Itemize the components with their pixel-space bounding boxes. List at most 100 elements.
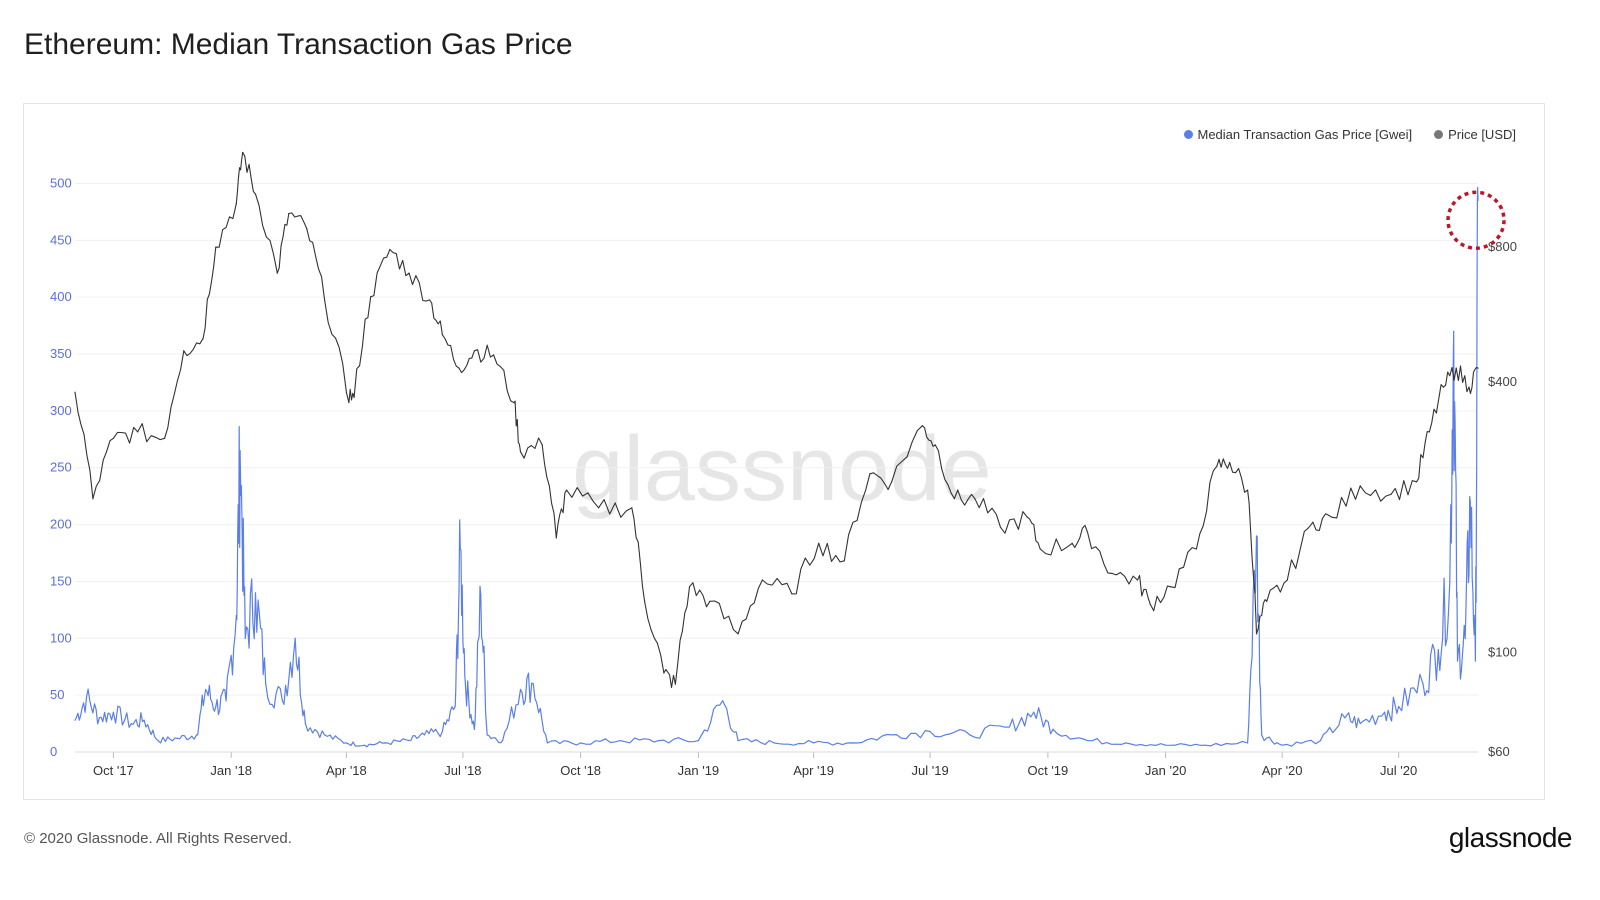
left-tick-label: 450 [50,232,72,247]
price-point [1312,521,1314,523]
gas-point [254,592,257,594]
gas-point [215,705,217,708]
gas-point [345,742,347,744]
gas-point [1165,744,1167,746]
gas-point [1086,740,1089,742]
gas-point [196,734,198,736]
gas-point [1359,722,1361,725]
gas-point [891,734,893,736]
gas-point [1437,649,1439,651]
x-tick-label: Jul '18 [444,763,481,778]
price-point [1229,461,1231,464]
gas-point [1474,660,1477,662]
price-point [288,212,290,215]
highlight-circle [1446,190,1506,250]
legend-dot-price [1434,130,1444,139]
gas-point [324,734,326,736]
gas-point [441,730,443,733]
gas-point [1204,744,1206,746]
gas-point [619,740,621,742]
price-point [1216,465,1218,467]
price-point [519,451,522,453]
gas-point [1052,728,1054,730]
price-point [353,396,355,398]
gas-point [85,696,88,699]
left-tick-label: 50 [50,687,64,702]
gas-point [486,734,488,736]
x-tick-label: Jul '20 [1380,763,1417,778]
left-tick-label: 200 [50,517,72,532]
left-tick-label: 350 [50,346,72,361]
price-point [1149,603,1151,605]
price-point [791,593,793,595]
gas-point [1319,740,1322,742]
price-point [555,537,557,539]
left-axis: 0 50 100 150 200 250 300 350 400 450 500 [50,175,72,759]
gas-point [1398,705,1400,708]
price-point [1026,516,1029,518]
price-point [389,248,391,251]
price-point [1170,586,1172,588]
gas-point [546,742,548,744]
left-tick-label: 100 [50,630,72,645]
gas-point [204,688,207,691]
gas-point [1261,734,1263,736]
price-point [761,579,764,581]
left-tick-label: 400 [50,289,72,304]
gas-point [697,740,700,742]
gas-point [519,688,522,691]
gas-point [1422,683,1424,685]
legend-item-price[interactable]: Price [USD] [1434,127,1516,142]
price-point [974,498,976,500]
gas-point [851,742,853,744]
price-point [953,498,956,500]
price-point [164,437,166,439]
x-tick-label: Oct '19 [1027,763,1068,778]
right-tick-label: $60 [1488,744,1510,759]
gas-point [239,450,241,452]
gas-point [363,744,365,746]
price-point [345,391,347,393]
price-point [408,272,410,274]
price-point [428,299,431,301]
price-point [1111,572,1113,574]
gas-point [423,734,426,736]
series-layer [74,151,1479,748]
legend-item-gas[interactable]: Median Transaction Gas Price [Gwei] [1183,127,1413,142]
gas-point [1033,711,1035,713]
price-point [709,600,711,602]
price-point [215,246,217,248]
price-point [869,473,871,475]
gas-point [225,700,227,702]
gas-point [176,737,179,739]
gas-point [459,549,461,551]
gas-point [929,730,931,733]
gas-point [722,700,724,702]
price-point [1255,633,1258,635]
gas-point [1125,742,1127,744]
price-point [1390,493,1392,495]
price-point [999,526,1002,528]
gas-point [1281,744,1283,746]
gas-point [480,594,482,596]
price-point [674,683,676,685]
x-tick-label: Jan '20 [1145,763,1187,778]
gas-point [969,734,971,736]
price-point [112,437,115,439]
price-point [458,367,460,369]
price-point [202,338,204,340]
left-tick-label: 500 [50,175,72,190]
gas-point [235,614,237,617]
price-point [473,350,475,352]
gas-point [112,711,115,713]
glassnode-logo: glassnode [1448,822,1573,853]
price-point [1477,367,1479,369]
legend-label-gas: Median Transaction Gas Price [Gwei] [1197,127,1413,142]
left-tick-label: 150 [50,573,72,588]
gas-point [1008,726,1011,728]
x-tick-label: Jan '19 [678,763,720,778]
price-point [254,193,257,195]
price-point [1195,548,1197,550]
gas-point [813,742,815,744]
